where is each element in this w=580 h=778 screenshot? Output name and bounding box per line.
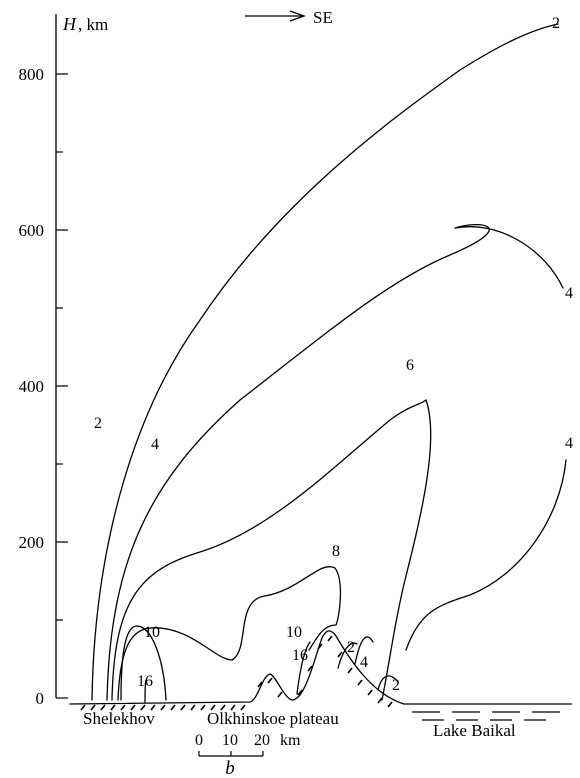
y-tick-label-600: 600	[19, 221, 45, 240]
panel-label: b	[225, 758, 235, 778]
isoline-6	[111, 399, 432, 701]
isoline-label-4-left: 4	[151, 436, 159, 453]
direction-arrowhead	[289, 10, 306, 22]
isoline-label-4-right-upper: 4	[565, 285, 573, 302]
isoline-16-mid	[296, 641, 311, 695]
y-axis-title-h: H	[62, 14, 77, 34]
scale-bar	[198, 751, 264, 757]
isoline-label-8: 8	[332, 543, 340, 560]
isoline-10-left	[120, 625, 167, 701]
isoline-4-upper	[106, 223, 564, 701]
scale-label-0: 0	[195, 732, 203, 749]
place-label-shelekhov: Shelekhov	[83, 709, 155, 728]
isoline-label-4-right-lower: 4	[565, 435, 573, 452]
isoline-2-small	[337, 642, 358, 669]
isoline-label-2-left: 2	[94, 415, 102, 432]
isoline-label-16-mid: 16	[292, 647, 308, 664]
y-tick-label-800: 800	[19, 65, 45, 84]
isoline-label-2-baikal: 2	[392, 677, 400, 694]
y-tick-label-0: 0	[36, 689, 45, 708]
isoline-8	[117, 566, 342, 701]
isoline-16-left	[144, 679, 147, 703]
terrain-hatching	[80, 635, 393, 711]
isoline-4-small	[354, 636, 374, 665]
isoline-label-10-mid: 10	[286, 624, 302, 641]
isoline-label-4-small: 4	[360, 654, 368, 671]
lake-water-dashes	[412, 711, 560, 721]
isoline-label-6: 6	[406, 357, 414, 374]
y-axis-title-unit: , km	[78, 15, 108, 34]
isoline-2-outer	[91, 23, 559, 701]
isoline-label-2-small: 2	[347, 639, 355, 656]
y-tick-label-200: 200	[19, 533, 45, 552]
terrain-profile	[69, 630, 405, 705]
scale-label-unit: km	[280, 732, 301, 749]
isoline-label-2-outer: 2	[552, 15, 560, 32]
isoline-label-16-left: 16	[137, 673, 153, 690]
isoline-label-10-left: 10	[144, 624, 160, 641]
isoline-2-baikal	[377, 675, 399, 691]
place-label-olkhinskoe: Olkhinskoe plateau	[207, 709, 339, 728]
place-label-baikal: Lake Baikal	[433, 721, 516, 740]
y-tick-label-400: 400	[19, 377, 45, 396]
scale-label-20: 20	[254, 732, 270, 749]
scale-label-10: 10	[222, 732, 238, 749]
isoline-4-lower	[405, 459, 567, 651]
direction-label: SE	[313, 8, 333, 27]
